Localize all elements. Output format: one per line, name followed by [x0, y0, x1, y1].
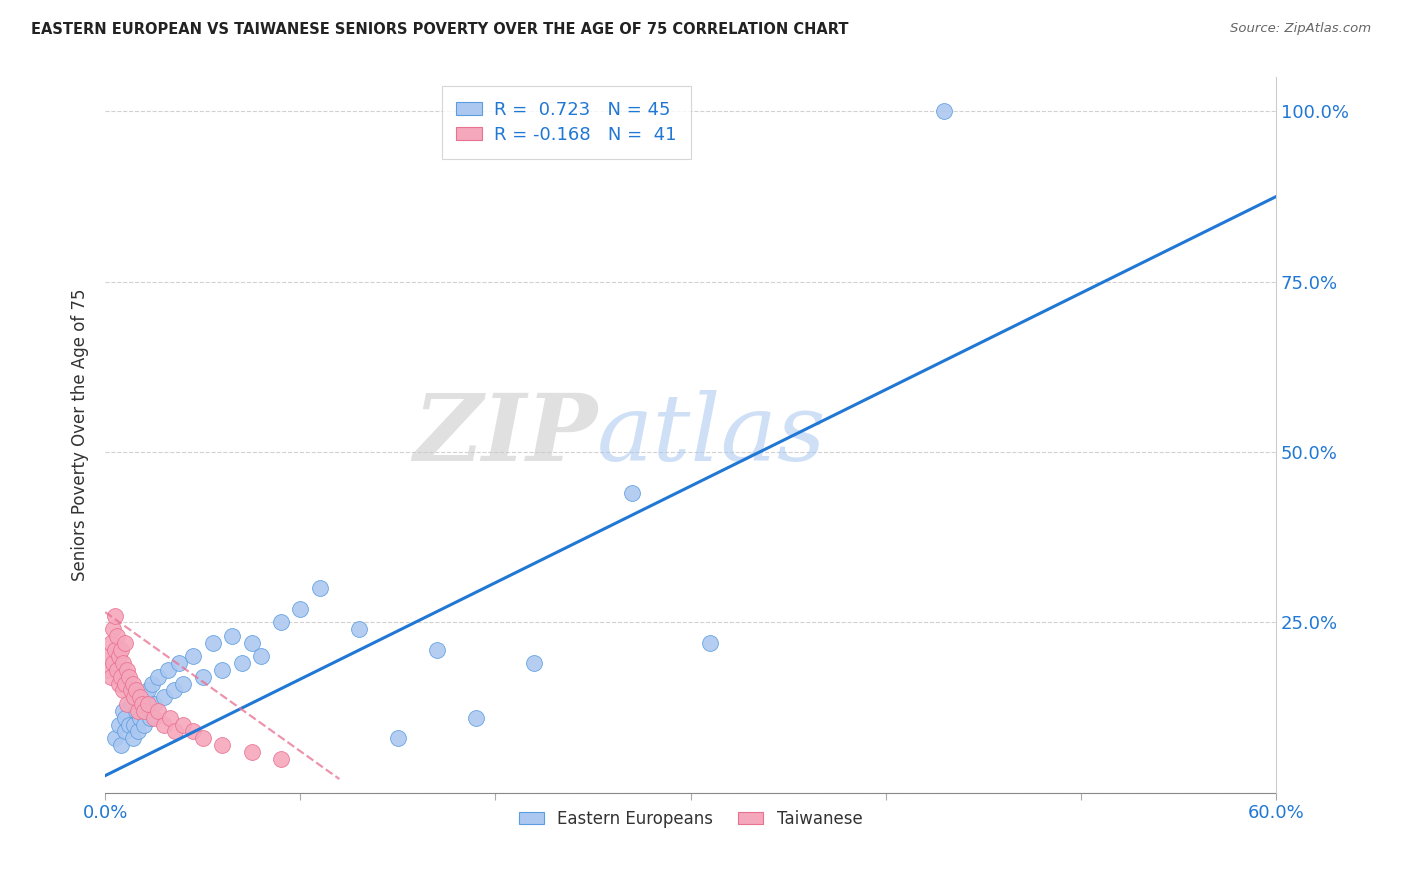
Text: atlas: atlas: [598, 390, 827, 480]
Point: [181, 649, 204, 664]
Point: [172, 717, 194, 731]
Point: [129, 690, 152, 705]
Point: [201, 636, 224, 650]
Point: [114, 711, 136, 725]
Point: [240, 636, 263, 650]
Point: [221, 629, 243, 643]
Point: [104, 731, 127, 746]
Point: [124, 690, 146, 705]
Point: [129, 711, 152, 725]
Text: EASTERN EUROPEAN VS TAIWANESE SENIORS POVERTY OVER THE AGE OF 75 CORRELATION CHA: EASTERN EUROPEAN VS TAIWANESE SENIORS PO…: [31, 22, 848, 37]
Point: [143, 697, 166, 711]
Point: [191, 670, 214, 684]
Point: [115, 697, 138, 711]
Point: [121, 731, 143, 746]
Point: [159, 711, 181, 725]
Point: [124, 717, 146, 731]
Y-axis label: Seniors Poverty Over the Age of 75: Seniors Poverty Over the Age of 75: [72, 289, 89, 582]
Point: [181, 724, 204, 739]
Point: [110, 670, 132, 684]
Point: [290, 601, 312, 615]
Point: [141, 676, 163, 690]
Point: [191, 731, 214, 746]
Point: [231, 657, 253, 671]
Point: [240, 745, 263, 759]
Point: [110, 738, 132, 752]
Point: [250, 649, 273, 664]
Legend: Eastern Europeans, Taiwanese: Eastern Europeans, Taiwanese: [512, 803, 869, 834]
Point: [117, 670, 139, 684]
Point: [156, 663, 179, 677]
Point: [387, 731, 409, 746]
Point: [108, 649, 131, 664]
Point: [152, 690, 174, 705]
Point: [125, 704, 148, 718]
Point: [117, 717, 139, 731]
Point: [136, 697, 159, 711]
Point: [114, 676, 136, 690]
Point: [169, 657, 191, 671]
Point: [101, 622, 124, 636]
Point: [162, 683, 184, 698]
Text: Source: ZipAtlas.com: Source: ZipAtlas.com: [1230, 22, 1371, 36]
Point: [100, 636, 122, 650]
Point: [211, 663, 233, 677]
Point: [98, 649, 121, 664]
Point: [114, 636, 136, 650]
Point: [699, 636, 721, 650]
Point: [146, 670, 169, 684]
Point: [121, 676, 143, 690]
Point: [270, 751, 292, 765]
Point: [934, 104, 956, 119]
Point: [104, 642, 127, 657]
Point: [127, 704, 149, 718]
Point: [465, 711, 488, 725]
Point: [104, 608, 127, 623]
Point: [523, 657, 546, 671]
Point: [120, 697, 142, 711]
Point: [426, 642, 449, 657]
Point: [139, 711, 162, 725]
Point: [131, 697, 153, 711]
Point: [101, 657, 124, 671]
Point: [172, 676, 194, 690]
Point: [115, 663, 138, 677]
Point: [108, 676, 131, 690]
Point: [96, 663, 118, 677]
Point: [165, 724, 187, 739]
Point: [110, 642, 132, 657]
Point: [100, 670, 122, 684]
Point: [270, 615, 292, 630]
Point: [114, 724, 136, 739]
Point: [134, 704, 156, 718]
Point: [146, 704, 169, 718]
Point: [120, 683, 142, 698]
Point: [308, 582, 330, 596]
Point: [111, 683, 134, 698]
Point: [621, 486, 644, 500]
Point: [134, 717, 156, 731]
Point: [108, 717, 131, 731]
Point: [135, 690, 157, 705]
Point: [125, 683, 148, 698]
Point: [152, 717, 174, 731]
Point: [131, 697, 153, 711]
Point: [136, 683, 159, 698]
Point: [347, 622, 370, 636]
Point: [105, 629, 128, 643]
Point: [111, 657, 134, 671]
Text: ZIP: ZIP: [413, 390, 598, 480]
Point: [211, 738, 233, 752]
Point: [143, 711, 166, 725]
Point: [127, 724, 149, 739]
Point: [105, 663, 128, 677]
Point: [111, 704, 134, 718]
